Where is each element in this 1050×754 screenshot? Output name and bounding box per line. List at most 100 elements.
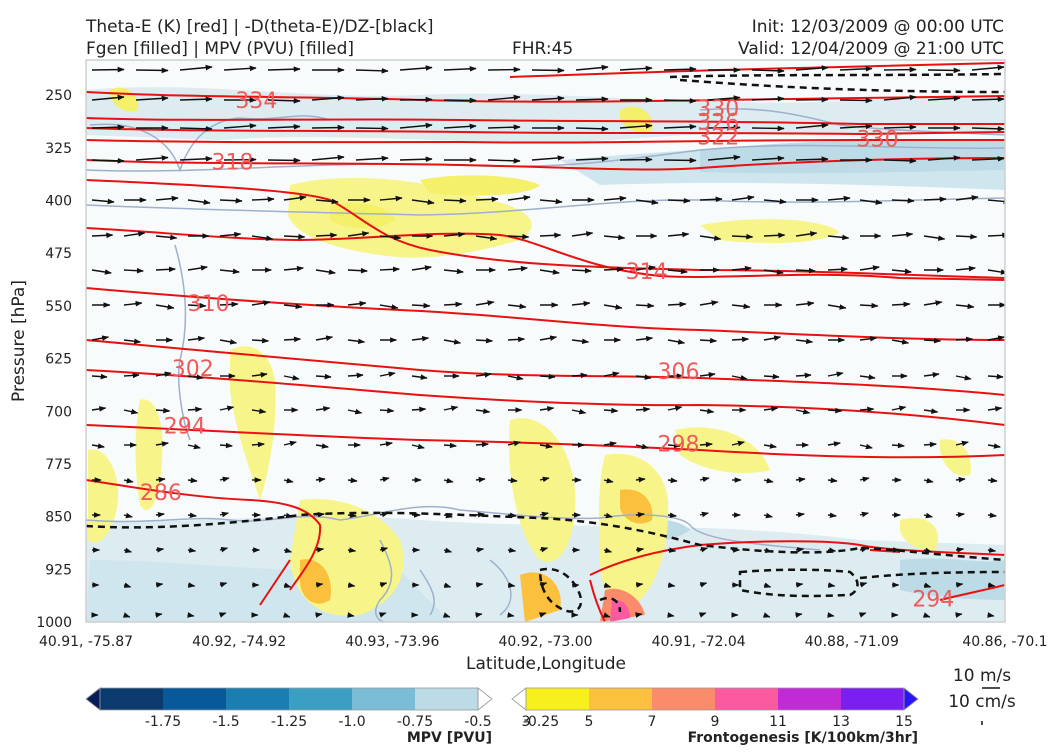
wind-arrow bbox=[699, 372, 716, 378]
wind-arrow bbox=[251, 372, 268, 378]
chart-title-line2: Fgen [filled] | MPV (PVU) [filled] bbox=[86, 39, 354, 59]
wind-arrow bbox=[763, 373, 780, 380]
colorbar-tick-label: 9 bbox=[711, 714, 720, 730]
wind-arrow bbox=[707, 124, 741, 131]
wind-arrow bbox=[971, 64, 1005, 71]
wind-arrow bbox=[379, 476, 390, 483]
wind-arrow bbox=[155, 371, 172, 377]
wind-arrow bbox=[667, 612, 675, 618]
x-axis-label: Latitude,Longitude bbox=[466, 654, 626, 674]
wind-arrow bbox=[411, 199, 435, 205]
x-tick-label: 40.93, -73.96 bbox=[345, 634, 439, 650]
colorbar-segment bbox=[715, 688, 778, 710]
wind-arrow bbox=[347, 300, 367, 307]
wind-arrow bbox=[927, 67, 961, 74]
wind-arrow bbox=[955, 336, 974, 343]
wind-arrow bbox=[987, 477, 998, 484]
mpv-colorbar-label: MPV [PVU] bbox=[407, 730, 492, 746]
colorbar-segment bbox=[415, 688, 478, 710]
y-tick-label: 1000 bbox=[36, 615, 72, 631]
wind-arrow bbox=[267, 157, 301, 164]
wind-arrow bbox=[379, 371, 396, 377]
wind-arrow bbox=[399, 96, 433, 103]
wind-arrow bbox=[763, 406, 779, 412]
wind-arrow bbox=[123, 338, 142, 345]
wind-arrow bbox=[187, 374, 204, 380]
wind-arrow bbox=[187, 512, 197, 519]
wind-arrow bbox=[827, 512, 837, 519]
colorbar-tick-label: -1.5 bbox=[212, 714, 239, 730]
wind-arrow bbox=[827, 582, 836, 588]
wind-arrow bbox=[219, 231, 242, 238]
colorbar-tick-label: 15 bbox=[895, 714, 913, 730]
theta-e-label: 298 bbox=[657, 432, 699, 457]
wind-arrow bbox=[91, 94, 125, 101]
wind-arrow bbox=[763, 547, 773, 554]
wind-arrow bbox=[487, 94, 521, 101]
wind-arrow bbox=[135, 155, 169, 161]
wind-arrow bbox=[223, 123, 257, 129]
x-tick-label: 40.91, -75.87 bbox=[39, 634, 133, 650]
wind-arrow bbox=[219, 301, 239, 308]
wind-arrow bbox=[971, 126, 1005, 132]
wind-arrow bbox=[155, 476, 166, 483]
wind-arrow bbox=[123, 231, 146, 237]
wind-arrow bbox=[91, 443, 105, 449]
colorbar-segment bbox=[289, 688, 352, 710]
wind-arrow bbox=[667, 197, 691, 204]
wind-arrow bbox=[531, 155, 565, 161]
colorbar-segment bbox=[841, 688, 904, 710]
wind-arrow bbox=[315, 373, 332, 380]
wind-arrow bbox=[891, 197, 915, 204]
wind-arrow bbox=[91, 198, 115, 205]
wind-arrow bbox=[475, 337, 494, 344]
wind-arrow bbox=[315, 547, 325, 553]
wind-arrow bbox=[603, 407, 619, 414]
wind-arrow bbox=[751, 95, 785, 102]
wind-arrow bbox=[927, 155, 961, 161]
wind-arrow bbox=[795, 612, 803, 618]
wind-arrow bbox=[123, 582, 132, 588]
wind-arrow bbox=[603, 371, 620, 377]
wind-arrow bbox=[795, 156, 829, 162]
wind-arrow bbox=[507, 512, 517, 519]
wind-arrow bbox=[667, 477, 678, 484]
wind-arrow bbox=[315, 335, 334, 341]
wind-arrow bbox=[827, 477, 838, 484]
wind-arrow bbox=[179, 64, 213, 71]
wind-arrow bbox=[311, 154, 345, 161]
y-axis-label: Pressure [hPa] bbox=[9, 280, 29, 402]
wind-arrow bbox=[571, 300, 591, 307]
wind-arrow bbox=[219, 546, 229, 553]
y-axis-ticks: 250 325 400 475 550 625 700 775 850 925 1000 bbox=[36, 88, 72, 631]
wind-arrow bbox=[379, 304, 399, 310]
wind-arrow bbox=[795, 372, 812, 379]
wind-arrow bbox=[667, 405, 683, 412]
wind-arrow bbox=[347, 408, 363, 415]
wind-arrow bbox=[219, 476, 230, 483]
wind-arrow bbox=[123, 547, 133, 554]
wind-arrow bbox=[858, 612, 867, 618]
wind-arrow bbox=[635, 374, 652, 380]
wind-arrow bbox=[411, 302, 431, 309]
wind-arrow bbox=[571, 231, 594, 237]
mpv-contours bbox=[86, 107, 1005, 622]
wind-arrow bbox=[399, 122, 433, 129]
wind-arrow bbox=[379, 511, 389, 518]
wind-arrow bbox=[155, 234, 178, 241]
wind-arrow bbox=[443, 301, 463, 308]
wind-arrow bbox=[795, 122, 829, 129]
wind-arrow bbox=[987, 198, 1005, 205]
wind-arrow bbox=[923, 337, 942, 344]
wind-arrow bbox=[923, 372, 940, 378]
wind-arrow bbox=[859, 511, 869, 518]
wind-arrow bbox=[795, 582, 804, 588]
wind-arrow bbox=[475, 408, 491, 414]
wind-arrow bbox=[987, 443, 1001, 449]
wind-arrow bbox=[699, 408, 715, 414]
wind-arrow bbox=[955, 265, 976, 272]
colorbar-segment bbox=[526, 688, 589, 710]
wind-arrow bbox=[635, 199, 659, 205]
colorbar-tick-label: -0.5 bbox=[464, 714, 491, 730]
